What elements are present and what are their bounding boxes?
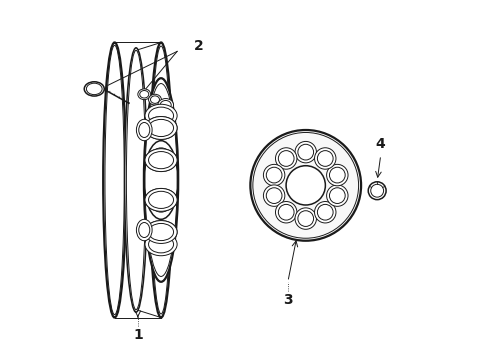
Ellipse shape [149, 42, 172, 318]
Ellipse shape [136, 119, 152, 141]
Ellipse shape [144, 78, 178, 282]
Circle shape [286, 166, 325, 205]
Ellipse shape [138, 89, 151, 100]
Circle shape [315, 148, 336, 169]
Circle shape [275, 202, 297, 223]
Ellipse shape [158, 99, 173, 111]
Circle shape [327, 185, 348, 206]
Circle shape [250, 130, 361, 241]
Ellipse shape [145, 233, 177, 256]
Ellipse shape [145, 117, 177, 139]
Text: 2: 2 [194, 39, 203, 53]
Circle shape [264, 165, 285, 186]
Text: 3: 3 [283, 293, 293, 307]
Ellipse shape [145, 188, 177, 211]
Circle shape [295, 208, 317, 229]
Ellipse shape [148, 94, 161, 105]
Ellipse shape [145, 188, 177, 211]
Circle shape [275, 148, 297, 169]
Ellipse shape [145, 117, 177, 139]
Circle shape [264, 185, 285, 206]
Ellipse shape [145, 221, 177, 243]
Ellipse shape [145, 221, 177, 243]
Text: 1: 1 [133, 328, 143, 342]
Circle shape [295, 141, 317, 163]
Ellipse shape [145, 104, 177, 127]
Circle shape [315, 202, 336, 223]
Ellipse shape [136, 219, 152, 241]
Text: 4: 4 [376, 137, 386, 151]
Ellipse shape [103, 42, 126, 318]
Ellipse shape [145, 149, 177, 172]
Ellipse shape [124, 48, 147, 312]
Ellipse shape [145, 149, 177, 172]
Circle shape [327, 165, 348, 186]
Ellipse shape [84, 82, 104, 96]
Circle shape [368, 182, 386, 200]
